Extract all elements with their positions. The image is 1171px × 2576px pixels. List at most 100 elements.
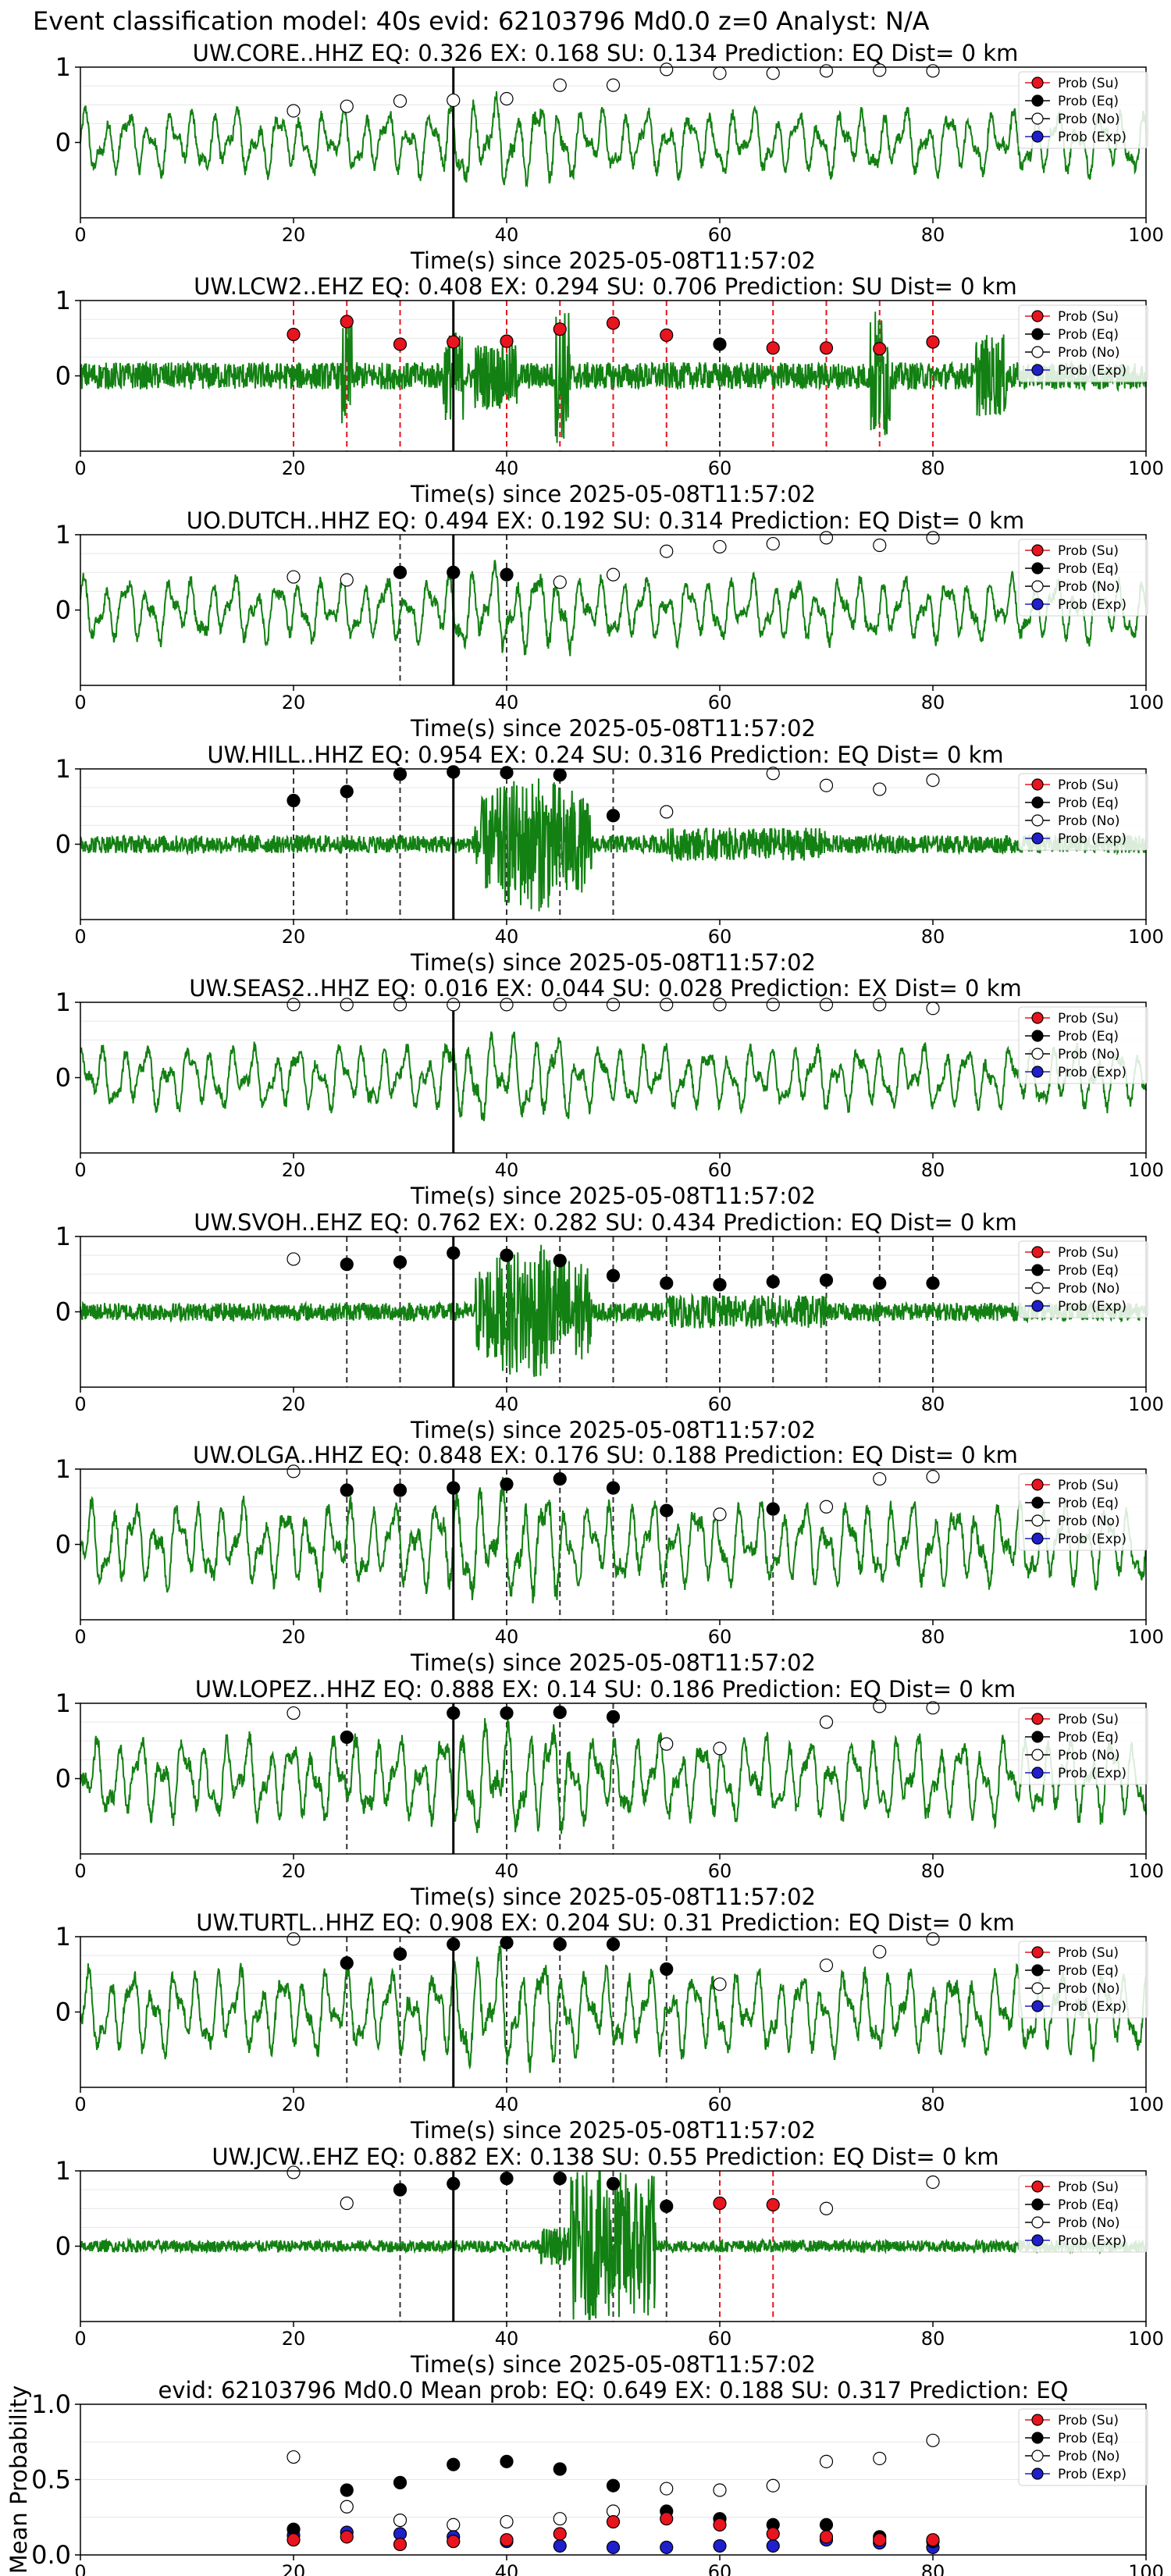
prob-point-su xyxy=(766,2197,780,2212)
prob-point-su xyxy=(287,2533,301,2547)
y-tick-label: 0 xyxy=(55,1530,71,1560)
panel-8: UW.LOPEZ..HHZ EQ: 0.888 EX: 0.14 SU: 0.1… xyxy=(55,1676,1164,1910)
prob-point-no xyxy=(713,539,727,554)
prob-point-no xyxy=(660,2482,674,2496)
legend-label: Prob (Su) xyxy=(1058,309,1119,325)
prob-point-no xyxy=(713,998,727,1012)
x-axis-label: Time(s) since 2025-05-08T11:57:02 xyxy=(410,481,816,507)
legend: Prob (Su) Prob (Eq) Prob (No) Prob (Exp) xyxy=(1018,1006,1148,1084)
panel-title: UW.LCW2..EHZ EQ: 0.408 EX: 0.294 SU: 0.7… xyxy=(194,273,1017,300)
legend-label: Prob (No) xyxy=(1058,1514,1120,1529)
prob-point-no xyxy=(287,1464,301,1478)
prob-point-su xyxy=(393,2537,408,2552)
prob-point-su xyxy=(713,2517,727,2532)
prob-point-no xyxy=(926,773,940,788)
legend-marker-exp xyxy=(1031,130,1044,143)
prob-point-no xyxy=(287,570,301,584)
legend-label: Prob (Exp) xyxy=(1058,2233,1127,2249)
legend-label: Prob (Su) xyxy=(1058,1712,1119,1727)
legend-label: Prob (Exp) xyxy=(1058,597,1127,613)
legend-label: Prob (No) xyxy=(1058,1748,1120,1763)
prob-point-no xyxy=(926,2175,940,2190)
y-tick-label: 1 xyxy=(55,1454,71,1484)
panel-title: UW.CORE..HHZ EQ: 0.326 EX: 0.168 SU: 0.1… xyxy=(193,40,1019,66)
x-tick-label: 0 xyxy=(74,2094,86,2115)
legend-marker-no xyxy=(1031,580,1044,592)
waveform-trace xyxy=(80,1244,1147,1377)
waveform-trace xyxy=(80,1031,1147,1122)
legend: Prob (Su) Prob (Eq) Prob (No) Prob (Exp) xyxy=(1018,2175,1148,2253)
x-tick-label: 40 xyxy=(495,1159,519,1181)
legend-label: Prob (Eq) xyxy=(1058,795,1119,811)
prob-point-no xyxy=(660,805,674,819)
legend-box xyxy=(1018,539,1148,617)
prob-point-no xyxy=(287,2165,301,2179)
prob-point-eq xyxy=(340,1258,354,1272)
x-tick-label: 60 xyxy=(708,926,732,948)
prob-point-no xyxy=(447,998,461,1012)
legend-marker-exp xyxy=(1031,1066,1044,1078)
prob-point-no xyxy=(873,998,887,1012)
legend: Prob (Su) Prob (Eq) Prob (No) Prob (Exp) xyxy=(1018,2408,1148,2486)
legend-marker-eq xyxy=(1031,1731,1044,1743)
prob-point-no xyxy=(340,99,354,113)
legend: Prob (Su) Prob (Eq) Prob (No) Prob (Exp) xyxy=(1018,71,1148,149)
prob-point-su xyxy=(766,2527,780,2541)
x-tick-label: 40 xyxy=(495,926,519,948)
y-tick-label: 0 xyxy=(55,2232,71,2261)
prob-point-eq xyxy=(926,1276,940,1290)
x-tick-label: 100 xyxy=(1128,224,1164,246)
y-tick-label: 0 xyxy=(55,1998,71,2027)
prob-point-no xyxy=(819,778,834,792)
legend-marker-no xyxy=(1031,346,1044,358)
legend-label: Prob (Su) xyxy=(1058,777,1119,793)
prob-point-eq xyxy=(393,1255,408,1269)
prob-point-eq xyxy=(447,1481,461,1495)
legend-label: Prob (Eq) xyxy=(1058,2197,1119,2213)
waveform-trace xyxy=(80,91,1147,188)
prob-point-su xyxy=(500,2533,514,2547)
x-tick-label: 80 xyxy=(921,224,945,246)
x-tick-label: 100 xyxy=(1128,2561,1164,2576)
prob-point-no xyxy=(766,66,780,80)
x-tick-label: 40 xyxy=(495,224,519,246)
prob-point-eq xyxy=(447,565,461,579)
legend-marker-su xyxy=(1031,778,1044,791)
legend-label: Prob (Eq) xyxy=(1058,94,1119,109)
prob-point-exp xyxy=(713,2539,727,2553)
y-tick-label: 1 xyxy=(55,1688,71,1718)
legend-marker-exp xyxy=(1031,364,1044,376)
legend-marker-exp xyxy=(1031,1767,1044,1779)
x-tick-label: 60 xyxy=(708,224,732,246)
legend-label: Prob (Eq) xyxy=(1058,1730,1119,1745)
prob-point-eq xyxy=(606,1710,621,1724)
prob-point-su xyxy=(340,315,354,329)
waveform-trace xyxy=(80,311,1147,443)
prob-point-no xyxy=(766,2478,780,2492)
prob-point-no xyxy=(500,998,514,1012)
prob-point-eq xyxy=(553,2172,567,2186)
x-tick-label: 40 xyxy=(495,457,519,479)
prob-point-eq xyxy=(713,1278,727,1292)
x-tick-label: 60 xyxy=(708,692,732,713)
prob-point-eq xyxy=(606,1937,621,1952)
x-tick-label: 0 xyxy=(74,926,86,948)
panel-title: UW.JCW..EHZ EQ: 0.882 EX: 0.138 SU: 0.55… xyxy=(212,2144,998,2170)
legend-marker-eq xyxy=(1031,2198,1044,2211)
prob-point-no xyxy=(873,63,887,77)
legend: Prob (Su) Prob (Eq) Prob (No) Prob (Exp) xyxy=(1018,1240,1148,1318)
prob-point-no xyxy=(606,78,621,92)
panel-title: UW.LOPEZ..HHZ EQ: 0.888 EX: 0.14 SU: 0.1… xyxy=(195,1676,1016,1703)
x-tick-label: 0 xyxy=(74,224,86,246)
prob-point-eq xyxy=(340,2483,354,2497)
x-tick-label: 40 xyxy=(495,1393,519,1415)
prob-point-eq xyxy=(606,1481,621,1495)
prob-point-no xyxy=(819,1500,834,1514)
y-tick-label: 0 xyxy=(55,361,71,391)
panel-title: UW.OLGA..HHZ EQ: 0.848 EX: 0.176 SU: 0.1… xyxy=(193,1442,1018,1468)
legend-marker-no xyxy=(1031,2216,1044,2229)
x-axis-label: Time(s) since 2025-05-08T11:57:02 xyxy=(410,1649,816,1676)
legend: Prob (Su) Prob (Eq) Prob (No) Prob (Exp) xyxy=(1018,1707,1148,1785)
prob-point-no xyxy=(926,1470,940,1484)
prob-point-eq xyxy=(606,1268,621,1283)
